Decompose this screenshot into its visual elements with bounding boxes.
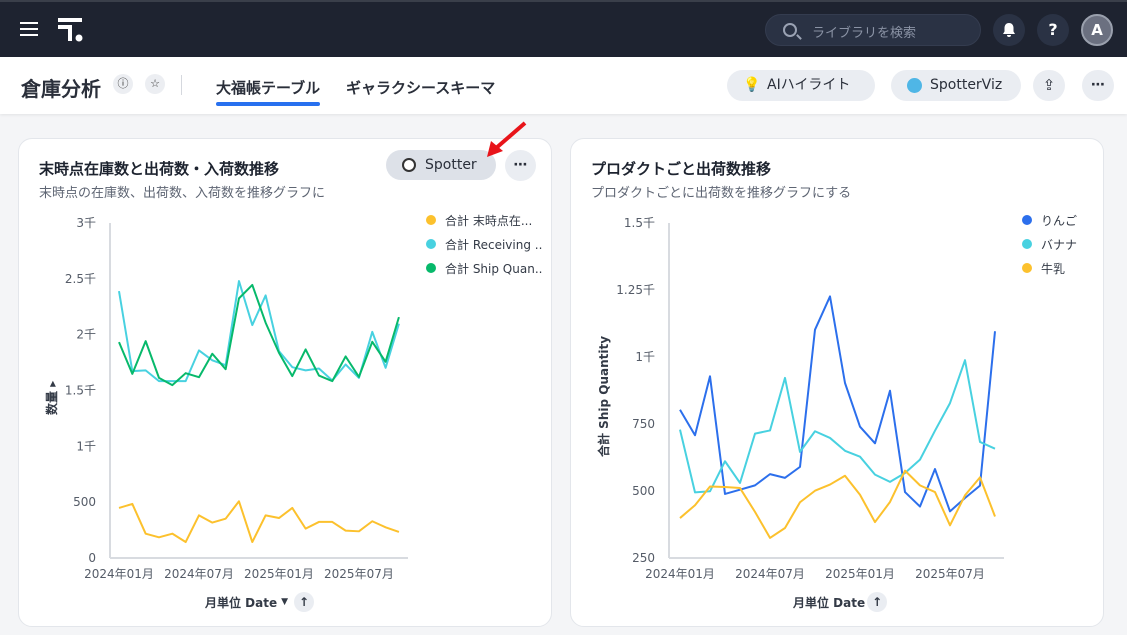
x-axis-label[interactable]: 月単位 Date ↑: [793, 592, 888, 612]
sort-ascending-icon[interactable]: ↑: [867, 592, 888, 612]
caret-down-icon[interactable]: ▼: [281, 597, 289, 607]
legend-label: 牛乳: [1041, 261, 1066, 276]
series-line: [679, 295, 996, 513]
spotter-icon: [402, 158, 416, 172]
y-tick-label: 1.5千: [65, 384, 96, 398]
x-tick-label: 2024年01月: [645, 567, 715, 581]
legend-swatch: [426, 239, 436, 249]
legend-item[interactable]: りんご: [1022, 208, 1077, 232]
chart-card-inventory: 0 500 1千 1.5千 2千 2.5千 3千 2024年01月 2024年07月 2025年0…: [18, 121, 552, 627]
y-tick-label: 1.5千: [624, 216, 655, 230]
chart-card-product-shipments: 250 500 750 1千 1.25千 1.5千 2024年01月 2024年07月 2025…: [570, 138, 1104, 627]
thoughtspot-logo[interactable]: [58, 18, 84, 42]
more-icon: ⋯: [513, 157, 528, 173]
x-axis-label[interactable]: 月単位 Date ▼ ↑: [205, 592, 315, 612]
menu-icon[interactable]: [20, 22, 38, 36]
star-icon[interactable]: ☆: [145, 74, 165, 94]
notifications-button[interactable]: [993, 14, 1025, 46]
y-tick-label: 1千: [635, 350, 655, 364]
series-line: [118, 500, 400, 544]
chart-subtitle: 末時点の在庫数、出荷数、入荷数を推移グラフに: [39, 186, 326, 201]
share-icon: ⇪: [1042, 76, 1056, 94]
library-search-input[interactable]: ライブラリを検索: [765, 14, 981, 46]
legend-item[interactable]: バナナ: [1022, 232, 1077, 256]
line-chart: 250 500 750 1千 1.25千 1.5千 2024年01月 2024年07月 2025…: [616, 216, 1004, 581]
x-tick-label: 2025年07月: [915, 567, 985, 581]
x-tick-label: 2025年01月: [825, 567, 895, 581]
legend-label: 合計 Ship Quan..: [445, 261, 543, 276]
tab-galaxy-schema[interactable]: ギャラクシースキーマ: [346, 79, 496, 97]
legend-item[interactable]: 合計 Receiving ..: [426, 232, 542, 256]
spotter-button[interactable]: Spotter: [386, 150, 496, 180]
y-axis-label[interactable]: 合計 Ship Quantity: [597, 335, 611, 457]
x-tick-label: 2025年01月: [244, 567, 314, 581]
ai-highlight-button[interactable]: 💡 AIハイライト: [727, 70, 875, 101]
series-line: [679, 469, 996, 539]
legend-swatch: [426, 263, 436, 273]
series-line: [118, 280, 400, 383]
info-icon[interactable]: ⓘ: [113, 74, 133, 94]
divider: [181, 75, 182, 95]
search-icon: [783, 23, 797, 37]
legend-swatch: [426, 215, 436, 225]
legend-label: 合計 末時点在...: [445, 213, 533, 228]
x-tick-label: 2024年07月: [164, 567, 234, 581]
page-header: 倉庫分析 ⓘ ☆ 大福帳テーブル ギャラクシースキーマ 💡 AIハイライト Spo…: [0, 57, 1127, 114]
more-icon: ⋯: [1091, 77, 1105, 93]
spotter-mascot-icon: [907, 78, 922, 93]
chart-title: 末時点在庫数と出荷数・入荷数推移: [39, 160, 280, 178]
x-tick-label: 2025年07月: [324, 567, 394, 581]
y-axis-label[interactable]: 数量 ▸: [45, 380, 59, 415]
legend-swatch: [1022, 215, 1032, 225]
chart-subtitle: プロダクトごとに出荷数を推移グラフにする: [591, 186, 852, 201]
line-chart: 0 500 1千 1.5千 2千 2.5千 3千 2024年01月 2024年07月 2025年0…: [65, 216, 408, 581]
sort-ascending-icon[interactable]: ↑: [294, 592, 315, 612]
more-options-button[interactable]: ⋯: [1082, 70, 1114, 101]
card-more-button[interactable]: ⋯: [505, 150, 536, 181]
bell-icon: [1003, 23, 1015, 37]
y-tick-label: 1.25千: [616, 283, 655, 297]
chart-title: プロダクトごと出荷数推移: [591, 160, 772, 178]
legend-label: りんご: [1041, 213, 1078, 228]
series-line: [118, 283, 400, 387]
legend-swatch: [1022, 263, 1032, 273]
red-arrow-annotation: [487, 121, 527, 157]
y-tick-label: 2.5千: [65, 272, 96, 286]
legend-label: バナナ: [1041, 237, 1078, 252]
y-tick-label: 3千: [76, 216, 96, 230]
y-tick-label: 500: [73, 495, 96, 509]
y-tick-label: 0: [88, 551, 96, 565]
legend-item[interactable]: 合計 Ship Quan..: [426, 256, 542, 280]
tab-daifukucho-table[interactable]: 大福帳テーブル: [216, 79, 321, 106]
legend-item[interactable]: 牛乳: [1022, 256, 1077, 280]
series-line: [679, 359, 996, 494]
chart-legend: 合計 末時点在... 合計 Receiving .. 合計 Ship Quan..: [426, 208, 542, 280]
y-tick-label: 500: [632, 484, 655, 498]
lightbulb-sparkle-icon: 💡: [743, 77, 761, 93]
y-tick-label: 250: [632, 551, 655, 565]
spotterviz-button[interactable]: SpotterViz: [891, 70, 1021, 101]
y-tick-label: 1千: [76, 439, 96, 453]
help-button[interactable]: ?: [1037, 14, 1069, 46]
avatar[interactable]: A: [1081, 14, 1113, 46]
y-tick-label: 2千: [76, 328, 96, 342]
x-tick-label: 2024年07月: [735, 567, 805, 581]
y-tick-label: 750: [632, 417, 655, 431]
legend-label: 合計 Receiving ..: [445, 237, 543, 252]
legend-swatch: [1022, 239, 1032, 249]
x-tick-label: 2024年01月: [84, 567, 154, 581]
top-nav-bar: ライブラリを検索 ? A: [0, 0, 1127, 57]
page-title: 倉庫分析: [21, 77, 101, 101]
chart-legend: りんご バナナ 牛乳: [1022, 208, 1077, 280]
share-button[interactable]: ⇪: [1033, 70, 1065, 101]
legend-item[interactable]: 合計 末時点在...: [426, 208, 542, 232]
